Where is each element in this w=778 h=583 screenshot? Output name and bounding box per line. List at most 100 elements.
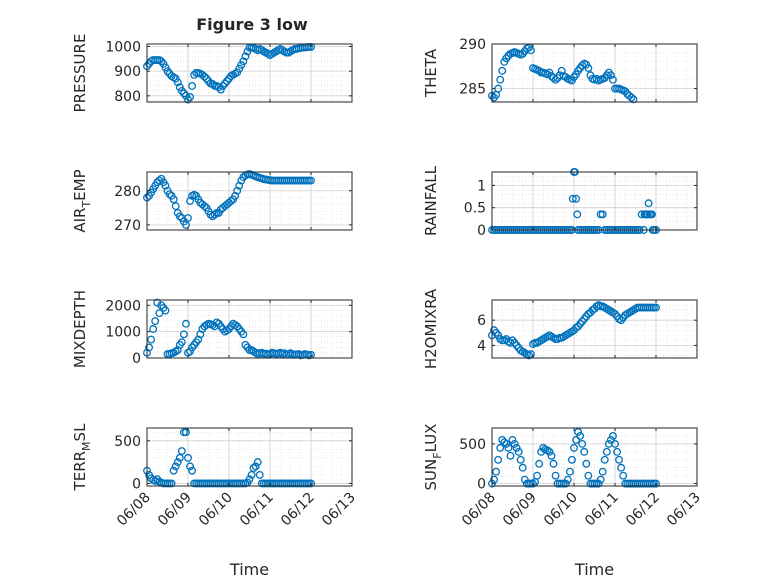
data-point [598,467,607,476]
data-point [527,46,535,55]
data-point [573,210,582,219]
data-point [516,455,525,464]
x-axis-label: Time [229,560,269,579]
data-point [547,451,556,460]
y-axis-label: THETA [422,48,440,98]
data-point [563,475,572,484]
data-point [574,428,583,436]
series-h2omixra [488,301,660,360]
y-tick-label: 0 [132,351,141,367]
data-point [186,197,194,205]
data-point [514,447,523,456]
y-tick-label: 1 [477,178,486,194]
data-point [200,202,209,211]
data-point [596,475,605,484]
data-point [167,479,176,488]
data-point [227,197,235,205]
data-point [255,470,264,479]
data-point [584,64,593,73]
x-tick-label: 06/10 [196,490,236,530]
y-tick-label: 0 [477,223,486,239]
data-point [494,331,503,340]
data-point [551,471,560,480]
y-tick-label: 800 [114,89,141,105]
y-tick-label: 2000 [105,298,141,314]
data-point [173,458,182,467]
data-point [253,458,262,467]
data-point [188,82,197,90]
y-axis-label-main: H2OMIXRA [422,288,440,369]
data-point [173,78,182,87]
y-axis-label-subscript: F [431,452,444,458]
y-axis-label-main: SUN [422,459,440,491]
data-point [543,70,552,79]
y-axis-label-main: THETA [422,48,440,98]
axes-box [491,427,698,487]
y-axis-label: H2OMIXRA [422,288,440,369]
data-point [181,319,190,328]
data-point [496,443,505,452]
data-point [508,435,517,444]
axes-box [491,299,698,359]
y-axis-label: AIRTEMP [71,169,93,232]
data-point [181,428,190,437]
data-point [235,181,244,190]
y-axis-label-main: AIR [71,208,89,233]
subplot-theta: 285 290 THETA [422,37,698,104]
x-tick-label: 06/12 [278,490,318,530]
y-axis-label-rest: EMP [71,169,89,200]
axes-box [491,43,698,103]
data-point [533,471,542,480]
data-point [617,463,626,472]
data-point [529,479,537,488]
y-axis-label-main: MIXDEPTH [71,290,89,368]
y-axis-label-rest: LUX [422,424,440,453]
data-point [652,303,660,312]
y-tick-label: 290 [459,37,486,53]
y-axis-label-subscript: T [80,201,93,209]
axes-box [146,171,353,231]
data-point [582,459,591,468]
axes-box [146,427,353,487]
data-point [186,462,194,471]
data-point [184,214,192,223]
data-point [181,220,190,229]
data-point [598,210,607,219]
data-point [539,443,548,452]
data-point [494,455,503,464]
data-point [568,194,577,203]
data-point [644,199,653,208]
data-point [498,435,507,444]
data-point [576,431,585,440]
data-point [606,71,615,80]
data-point [652,479,660,488]
y-axis-label: PRESSURE [71,34,89,113]
x-tick-label: 06/09 [155,490,195,530]
data-point [535,459,544,468]
data-point [613,447,621,456]
data-point [606,435,615,444]
series-theta [488,43,638,104]
y-tick-label: 1000 [105,325,141,341]
data-point [584,471,593,480]
x-tick-label: 06/08 [114,490,154,530]
series-terr_msl [143,428,315,488]
data-point [506,451,515,460]
data-point [184,453,192,462]
axes-box [491,171,698,231]
data-point [210,210,219,219]
data-point [572,435,580,444]
subplot-pressure: 800 900 1000 PRESSURE [71,34,353,113]
data-point [594,479,603,488]
x-tick-label: 06/08 [459,490,499,530]
data-point [208,80,217,88]
data-point [155,176,164,185]
data-point [147,335,156,344]
data-point [647,210,656,219]
data-point [307,479,315,488]
data-point [600,455,609,464]
data-point [518,463,527,472]
data-point [572,194,580,203]
y-tick-label: 1000 [105,39,141,55]
data-point [570,443,578,452]
